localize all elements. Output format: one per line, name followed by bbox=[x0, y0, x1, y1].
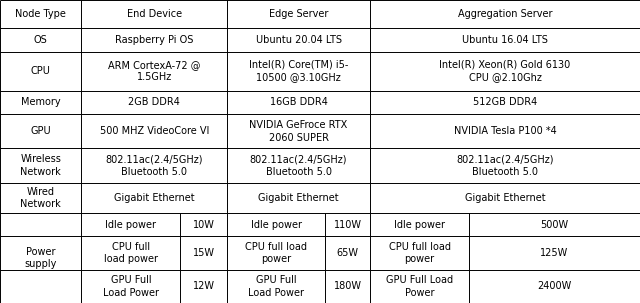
Text: 500 MHZ VideoCore VI: 500 MHZ VideoCore VI bbox=[100, 126, 209, 136]
Text: 110W: 110W bbox=[333, 220, 362, 230]
Text: Power
supply: Power supply bbox=[24, 247, 57, 269]
Text: 16GB DDR4: 16GB DDR4 bbox=[269, 98, 328, 108]
Text: Intel(R) Core(TM) i5-
10500 @3.10GHz: Intel(R) Core(TM) i5- 10500 @3.10GHz bbox=[249, 60, 348, 82]
Text: 15W: 15W bbox=[193, 248, 215, 258]
Text: Memory: Memory bbox=[21, 98, 60, 108]
Text: Edge Server: Edge Server bbox=[269, 9, 328, 19]
Text: Node Type: Node Type bbox=[15, 9, 66, 19]
Text: CPU full load
power: CPU full load power bbox=[388, 242, 451, 264]
Text: 500W: 500W bbox=[541, 220, 568, 230]
Text: Gigabit Ethernet: Gigabit Ethernet bbox=[114, 193, 195, 203]
Text: Wired
Network: Wired Network bbox=[20, 187, 61, 209]
Text: 802.11ac(2.4/5GHz)
Bluetooth 5.0: 802.11ac(2.4/5GHz) Bluetooth 5.0 bbox=[106, 154, 203, 177]
Text: Gigabit Ethernet: Gigabit Ethernet bbox=[259, 193, 339, 203]
Text: ARM CortexA-72 @
1.5GHz: ARM CortexA-72 @ 1.5GHz bbox=[108, 60, 200, 82]
Text: Aggregation Server: Aggregation Server bbox=[458, 9, 552, 19]
Text: 12W: 12W bbox=[193, 281, 215, 291]
Text: Wireless
Network: Wireless Network bbox=[20, 154, 61, 177]
Text: GPU Full
Load Power: GPU Full Load Power bbox=[248, 275, 304, 298]
Text: NVIDIA GeFroce RTX
2060 SUPER: NVIDIA GeFroce RTX 2060 SUPER bbox=[250, 120, 348, 143]
Text: Idle power: Idle power bbox=[106, 220, 156, 230]
Text: GPU: GPU bbox=[30, 126, 51, 136]
Text: Idle power: Idle power bbox=[394, 220, 445, 230]
Text: Ubuntu 20.04 LTS: Ubuntu 20.04 LTS bbox=[255, 35, 342, 45]
Text: 802.11ac(2.4/5GHz)
Bluetooth 5.0: 802.11ac(2.4/5GHz) Bluetooth 5.0 bbox=[250, 154, 348, 177]
Text: 2GB DDR4: 2GB DDR4 bbox=[128, 98, 180, 108]
Text: NVIDIA Tesla P100 *4: NVIDIA Tesla P100 *4 bbox=[454, 126, 556, 136]
Text: 125W: 125W bbox=[540, 248, 569, 258]
Text: 180W: 180W bbox=[333, 281, 362, 291]
Text: CPU full
load power: CPU full load power bbox=[104, 242, 158, 264]
Text: Gigabit Ethernet: Gigabit Ethernet bbox=[465, 193, 545, 203]
Text: Raspberry Pi OS: Raspberry Pi OS bbox=[115, 35, 193, 45]
Text: OS: OS bbox=[34, 35, 47, 45]
Text: GPU Full
Load Power: GPU Full Load Power bbox=[103, 275, 159, 298]
Text: End Device: End Device bbox=[127, 9, 182, 19]
Text: 2400W: 2400W bbox=[538, 281, 572, 291]
Text: 65W: 65W bbox=[337, 248, 358, 258]
Text: 10W: 10W bbox=[193, 220, 215, 230]
Text: Intel(R) Xeon(R) Gold 6130
CPU @2.10Ghz: Intel(R) Xeon(R) Gold 6130 CPU @2.10Ghz bbox=[439, 60, 571, 82]
Text: CPU full load
power: CPU full load power bbox=[245, 242, 307, 264]
Text: Idle power: Idle power bbox=[251, 220, 301, 230]
Text: Ubuntu 16.04 LTS: Ubuntu 16.04 LTS bbox=[462, 35, 548, 45]
Text: 512GB DDR4: 512GB DDR4 bbox=[473, 98, 537, 108]
Text: 802.11ac(2.4/5GHz)
Bluetooth 5.0: 802.11ac(2.4/5GHz) Bluetooth 5.0 bbox=[456, 154, 554, 177]
Text: CPU: CPU bbox=[31, 66, 51, 76]
Text: GPU Full Load
Power: GPU Full Load Power bbox=[386, 275, 453, 298]
